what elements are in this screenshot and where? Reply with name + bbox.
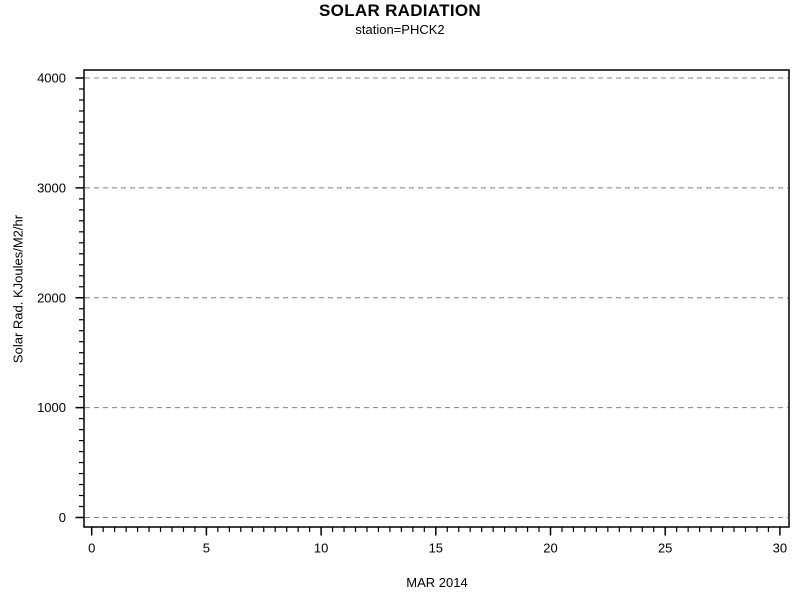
chart-subtitle: station=PHCK2 <box>355 22 445 37</box>
y-tick-label: 2000 <box>37 290 66 305</box>
y-tick-label: 1000 <box>37 400 66 415</box>
plot-frame <box>83 69 790 528</box>
x-tick-label: 25 <box>658 541 672 556</box>
y-axis-title: Solar Rad. KJoules/M2/hr <box>10 214 26 364</box>
y-tick-label: 3000 <box>37 180 66 195</box>
chart-title: SOLAR RADIATION <box>319 1 481 20</box>
x-tick-label: 20 <box>543 541 557 556</box>
y-tick-label: 0 <box>59 510 66 525</box>
x-tick-label: 30 <box>773 541 787 556</box>
x-axis-title: MAR 2014 <box>406 575 468 590</box>
x-tick-label: 10 <box>314 541 328 556</box>
x-tick-label: 5 <box>203 541 210 556</box>
x-tick-label: 15 <box>429 541 443 556</box>
y-tick-label: 4000 <box>37 71 66 86</box>
x-tick-label: 0 <box>88 541 95 556</box>
